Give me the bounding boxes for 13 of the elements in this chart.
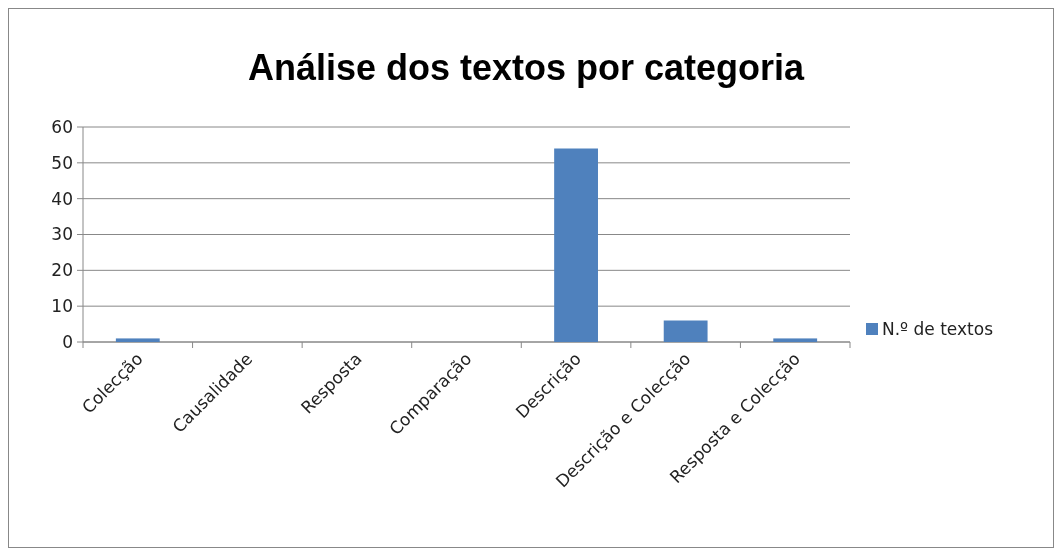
y-tick-label: 50 [51,152,73,173]
bar [663,320,708,342]
y-tick-label: 60 [51,116,73,137]
y-tick-label: 20 [51,260,73,281]
y-tick-label: 30 [51,224,73,245]
y-tick-label: 40 [51,188,73,209]
legend-label: N.º de textos [882,318,994,339]
y-tick-label: 10 [51,296,73,317]
bar [554,148,598,342]
bar [115,338,160,342]
y-tick-label: 0 [62,331,73,352]
chart-title: Análise dos textos por categoria [247,47,806,88]
bar [773,338,818,342]
